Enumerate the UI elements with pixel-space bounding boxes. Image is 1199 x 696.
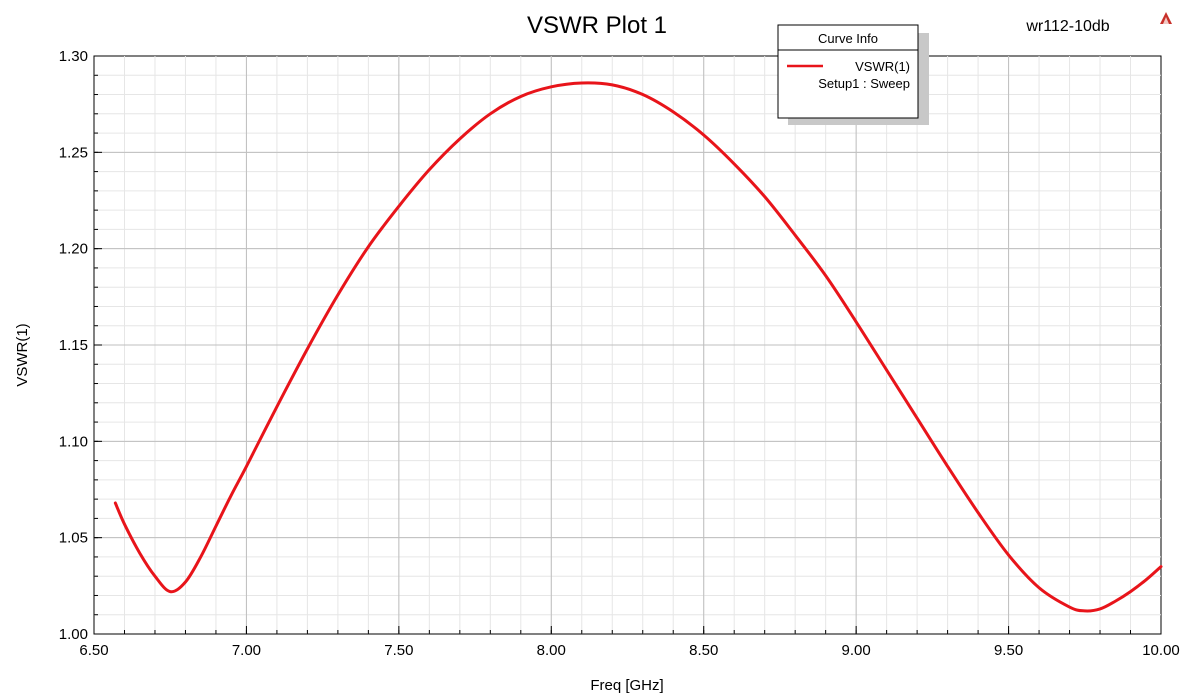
y-axis-ticks (94, 55, 102, 635)
x-tick-label: 8.50 (689, 642, 718, 659)
y-tick-label: 1.15 (59, 337, 88, 354)
legend-entry-name: VSWR(1) (855, 59, 910, 74)
y-axis-tick-labels: 1.00 1.05 1.10 1.15 1.20 1.25 1.30 (59, 48, 88, 643)
x-tick-label: 9.00 (842, 642, 871, 659)
y-tick-label: 1.10 (59, 433, 88, 450)
legend-box (777, 24, 919, 119)
y-tick-label: 1.25 (59, 144, 88, 161)
x-tick-label: 7.00 (232, 642, 261, 659)
y-tick-label: 1.00 (59, 626, 88, 643)
major-grid (94, 56, 1161, 634)
series-layer (113, 81, 1163, 613)
x-axis-tick-labels: 6.50 7.00 7.50 8.00 8.50 9.00 9.50 10.00 (79, 642, 1179, 659)
chart-title: VSWR Plot 1 (527, 12, 667, 39)
y-axis-label: VSWR(1) (14, 323, 31, 386)
x-tick-label: 10.00 (1142, 642, 1180, 659)
y-tick-label: 1.05 (59, 530, 88, 547)
project-label: wr112-10db (1025, 18, 1109, 35)
x-tick-label: 8.00 (537, 642, 566, 659)
x-axis-label: Freq [GHz] (590, 677, 663, 694)
legend-entry-setup: Setup1 : Sweep (818, 76, 910, 91)
legend-title: Curve Info (818, 31, 878, 46)
y-tick-label: 1.30 (59, 48, 88, 65)
y-tick-label: 1.20 (59, 241, 88, 258)
x-axis-ticks (93, 626, 1162, 634)
x-tick-label: 6.50 (79, 642, 108, 659)
x-tick-label: 9.50 (994, 642, 1023, 659)
x-tick-label: 7.50 (384, 642, 413, 659)
series-line-vswr1 (113, 81, 1163, 613)
ansys-logo-icon (1160, 12, 1172, 24)
legend[interactable]: Curve Info VSWR(1) Setup1 : Sweep (777, 24, 929, 125)
